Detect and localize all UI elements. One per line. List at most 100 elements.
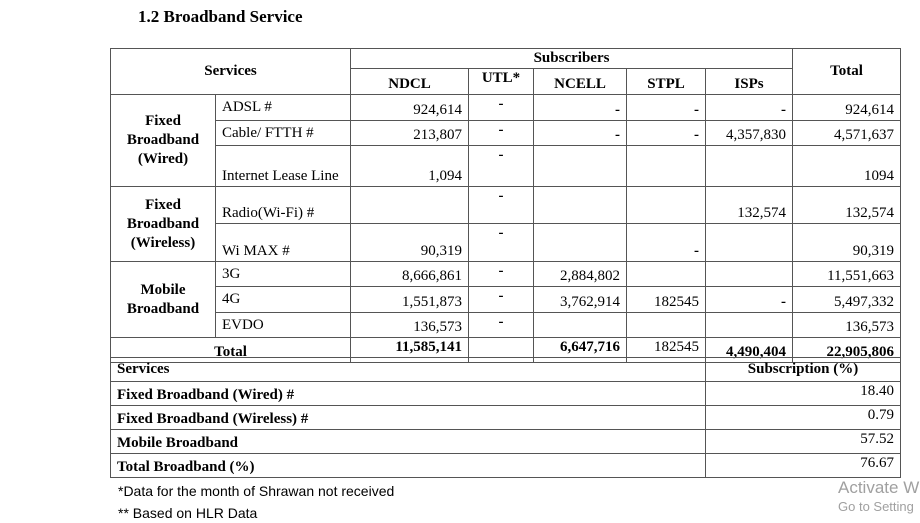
- value-cell: -: [626, 120, 707, 146]
- table-row: Internet Lease Line 1,094- 1094: [111, 145, 902, 187]
- value-cell: 90,319: [350, 223, 470, 262]
- service-name: ADSL #: [214, 94, 352, 121]
- group-label-line: Broadband: [126, 215, 200, 232]
- subscription-value: 57.52: [705, 429, 901, 454]
- subscription-value: 0.79: [705, 405, 901, 430]
- value-cell: [533, 145, 628, 187]
- total-header: Total: [792, 48, 902, 95]
- group-label-line: (Wired): [137, 151, 189, 167]
- services-header: Services: [109, 48, 352, 95]
- group-label: Fixed Broadband (Wireless): [110, 186, 216, 262]
- value-cell: 213,807: [350, 120, 470, 146]
- total-cell: 132,574: [792, 186, 902, 224]
- value-cell: 182545: [626, 286, 707, 313]
- services-header: Services: [110, 357, 706, 382]
- value-cell: -: [705, 94, 794, 121]
- value-cell: 1,551,873: [350, 286, 470, 313]
- watermark: Go to Setting: [838, 499, 914, 514]
- service-name: Total Broadband (%): [110, 453, 706, 478]
- value-cell: -: [533, 94, 628, 121]
- header-row: NDCL UTL* NCELL STPL ISPs: [111, 68, 901, 95]
- value-cell: [533, 223, 628, 262]
- table-row: Mobile Broadband 57.52: [110, 429, 901, 454]
- table-row: EVDO 136,573-136,573: [111, 312, 902, 338]
- operator-header: STPL: [626, 68, 707, 95]
- header-row: Services Subscribers Total: [109, 48, 902, 95]
- group-label-line: (Wireless): [130, 234, 196, 251]
- value-cell: -: [468, 286, 535, 313]
- value-cell: -: [468, 145, 535, 187]
- service-name: Cable/ FTTH #: [214, 120, 352, 146]
- value-cell: [626, 145, 707, 187]
- value-cell: -: [468, 223, 535, 262]
- value-cell: -: [468, 186, 535, 224]
- value-cell: [626, 261, 707, 287]
- value-cell: 132,574: [705, 186, 794, 224]
- table-row: Total Broadband (%) 76.67: [110, 453, 901, 478]
- value-cell: 1,094: [350, 145, 470, 187]
- service-name: EVDO: [214, 312, 352, 338]
- value-cell: [626, 312, 707, 338]
- table-row: Fixed Broadband (Wireless) #0.79: [110, 405, 901, 430]
- total-cell: 924,614: [792, 94, 902, 121]
- value-cell: [533, 312, 628, 338]
- total-cell: 4,571,637: [792, 120, 902, 146]
- value-cell: 8,666,861: [350, 261, 470, 287]
- value-cell: [705, 261, 794, 287]
- value-cell: -: [626, 94, 707, 121]
- total-cell: 5,497,332: [792, 286, 902, 313]
- operator-header: NCELL: [533, 68, 628, 95]
- value-cell: [350, 186, 470, 224]
- service-name: Internet Lease Line: [214, 145, 352, 187]
- broadband-table: Services Subscribers Total NDCL UTL* NCELL STP…: [109, 48, 902, 363]
- operator-header: UTL*: [468, 68, 535, 95]
- total-cell: 11,551,663: [792, 261, 902, 287]
- subscription-value: 18.40: [705, 381, 901, 406]
- header-row: Services Subscription (%): [110, 357, 901, 382]
- value-cell: [533, 186, 628, 224]
- table-row: Fixed Broadband (Wired) #18.40: [110, 381, 901, 406]
- total-cell: 136,573: [792, 312, 902, 338]
- table-row: Mobile Broadband 3G 8,666,861-2,884,802 11,5…: [110, 261, 902, 338]
- value-cell: 136,573: [350, 312, 470, 338]
- section-title: 1.2 Broadband Service: [138, 7, 303, 26]
- group-label-line: Broadband: [126, 132, 200, 148]
- value-cell: -: [626, 223, 707, 262]
- subscription-value: 76.67: [705, 453, 901, 478]
- service-name: Fixed Broadband (Wired) #: [110, 381, 706, 406]
- group-label-line: Broadband: [126, 300, 200, 317]
- table-row: Cable/ FTTH #213,807- - -4,357,830 4,571,63…: [111, 120, 902, 146]
- value-cell: -: [468, 312, 535, 338]
- table-row: 4G 1,551,873-3,762,914 182545-5,497,332: [111, 286, 902, 313]
- total-cell: 1094: [792, 145, 902, 187]
- value-cell: 4,357,830: [705, 120, 794, 146]
- table-row: Wi MAX #90,319- -90,319: [111, 223, 902, 262]
- value-cell: -: [468, 120, 535, 146]
- group-label-line: Fixed: [145, 113, 181, 129]
- subscription-table: Services Subscription (%) Fixed Broadband …: [110, 357, 901, 478]
- value-cell: [705, 145, 794, 187]
- service-name: 3G: [214, 261, 352, 287]
- value-cell: [626, 186, 707, 224]
- subscription-header: Subscription (%): [705, 357, 901, 382]
- value-cell: [705, 223, 794, 262]
- service-name: Fixed Broadband (Wireless) #: [110, 405, 706, 430]
- service-name: 4G: [214, 286, 352, 313]
- total-cell: 90,319: [792, 223, 902, 262]
- value-cell: 2,884,802: [533, 261, 628, 287]
- value-cell: 924,614: [350, 94, 470, 121]
- footnote: ** Based on HLR Data: [118, 505, 258, 521]
- value-cell: [705, 312, 794, 338]
- operator-header: NDCL: [350, 68, 470, 95]
- table-row: Fixed Broadband (Wired) ADSL #924,614- - - -92…: [110, 94, 902, 187]
- value-cell: -: [705, 286, 794, 313]
- group-label: Fixed Broadband (Wired): [110, 94, 216, 187]
- value-cell: 3,762,914: [533, 286, 628, 313]
- watermark: Activate W: [838, 478, 920, 497]
- operator-header: ISPs: [705, 68, 794, 95]
- value-cell: -: [533, 120, 628, 146]
- footnote: *Data for the month of Shrawan not recei…: [118, 483, 395, 499]
- value-cell: -: [468, 261, 535, 287]
- service-name: Wi MAX #: [214, 223, 352, 262]
- group-label-line: Mobile: [140, 281, 186, 298]
